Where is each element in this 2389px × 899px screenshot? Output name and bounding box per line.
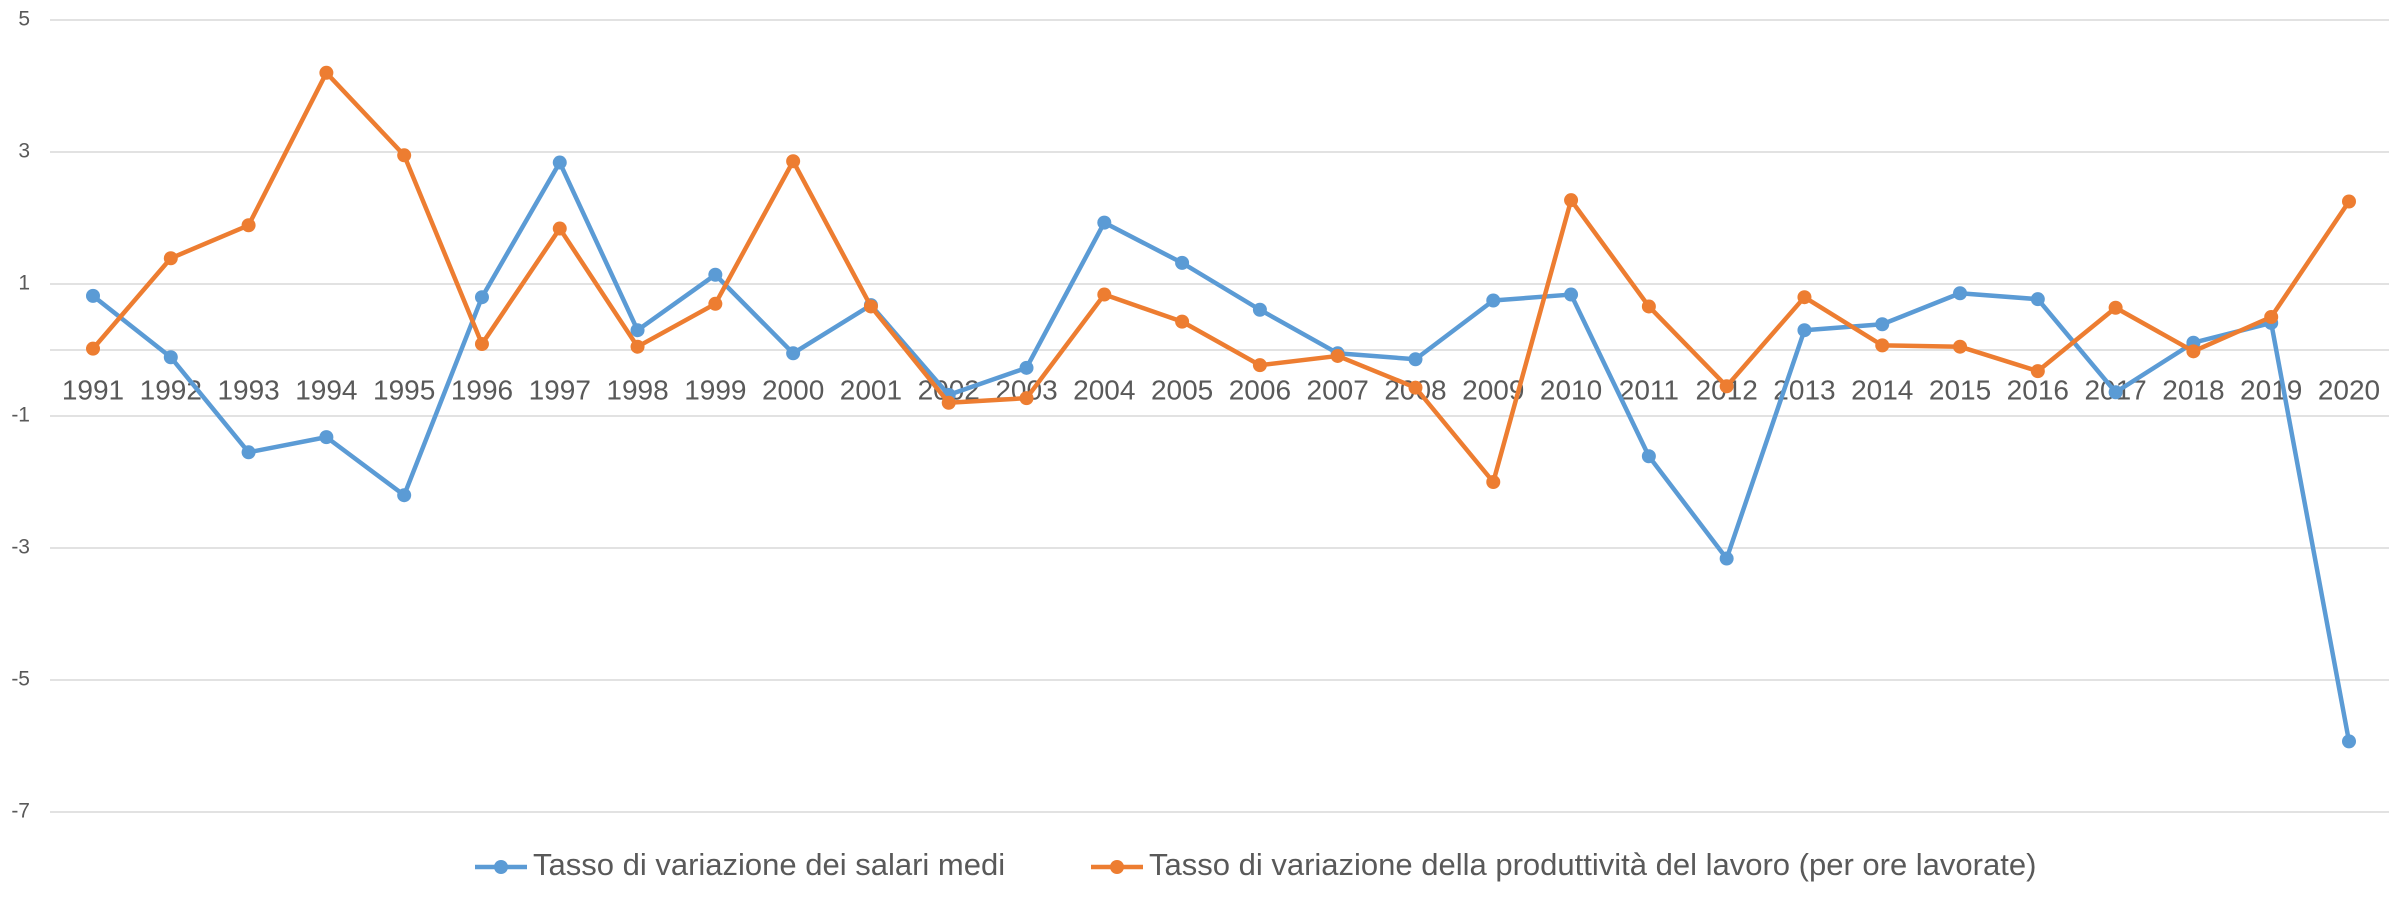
point xyxy=(1875,317,1890,332)
x-tick-label: 2004 xyxy=(1073,374,1135,405)
point xyxy=(1252,302,1267,317)
x-tick-label: 2014 xyxy=(1851,374,1913,405)
point xyxy=(2108,300,2123,315)
y-tick-label: 5 xyxy=(18,8,30,31)
point xyxy=(786,346,801,361)
point xyxy=(241,445,256,460)
point xyxy=(1641,449,1656,464)
point xyxy=(630,323,645,338)
point xyxy=(163,251,178,266)
point xyxy=(1330,348,1345,363)
x-tick-label: 1991 xyxy=(62,374,124,405)
point xyxy=(1564,287,1579,302)
x-tick-label: 1997 xyxy=(529,374,591,405)
legend-label: Tasso di variazione dei salari medi xyxy=(533,847,1005,882)
point xyxy=(1175,314,1190,329)
y-tick-label: -7 xyxy=(11,800,30,823)
x-tick-label: 1998 xyxy=(606,374,668,405)
point xyxy=(2030,364,2045,379)
point xyxy=(708,267,723,282)
x-tick-label: 2018 xyxy=(2162,374,2224,405)
point xyxy=(163,350,178,365)
point xyxy=(1486,475,1501,489)
point xyxy=(708,296,723,311)
point xyxy=(319,65,334,80)
point xyxy=(2030,292,2045,307)
point xyxy=(1875,338,1890,353)
point xyxy=(1953,286,1968,301)
x-tick-label: 2020 xyxy=(2318,374,2380,405)
point xyxy=(1408,352,1423,367)
series-line xyxy=(91,160,2352,742)
point xyxy=(1564,193,1579,208)
point xyxy=(2108,385,2123,400)
x-tick-label: 2011 xyxy=(1619,374,1679,405)
point xyxy=(1252,358,1267,373)
series-line xyxy=(91,70,2351,485)
x-tick-label: 1992 xyxy=(140,374,202,405)
legend-marker xyxy=(1110,860,1124,874)
point xyxy=(86,341,100,356)
point xyxy=(1719,379,1734,394)
point xyxy=(552,155,567,170)
point xyxy=(474,337,489,352)
x-tick-label: 1999 xyxy=(684,374,746,405)
point xyxy=(863,299,878,314)
point xyxy=(2264,310,2279,324)
point xyxy=(1019,360,1034,375)
point xyxy=(786,154,801,169)
point xyxy=(397,148,412,163)
point xyxy=(474,290,489,305)
point xyxy=(1019,391,1034,406)
legend-marker xyxy=(494,860,508,874)
point xyxy=(2342,734,2356,749)
point xyxy=(2186,344,2201,359)
x-tick-label: 1995 xyxy=(373,374,435,405)
x-tick-label: 2001 xyxy=(840,374,902,405)
point xyxy=(630,339,645,354)
x-tick-label: 1993 xyxy=(217,374,279,405)
point xyxy=(1797,323,1812,338)
point xyxy=(1408,380,1423,395)
point xyxy=(1719,551,1734,566)
point xyxy=(86,288,100,303)
y-tick-label: -5 xyxy=(11,668,30,691)
y-tick-label: -1 xyxy=(11,404,30,427)
legend-label: Tasso di variazione della produttività d… xyxy=(1149,847,2036,882)
point xyxy=(552,221,567,236)
point xyxy=(1097,215,1112,230)
point xyxy=(2342,194,2356,209)
x-tick-label: 2000 xyxy=(762,374,824,405)
x-tick-label: 2019 xyxy=(2240,374,2302,405)
point xyxy=(241,218,256,233)
y-tick-label: 3 xyxy=(18,140,30,163)
x-tick-label: 1994 xyxy=(295,374,357,405)
x-tick-label: 1996 xyxy=(451,374,513,405)
point xyxy=(941,395,956,410)
x-tick-label: 2015 xyxy=(1929,374,1991,405)
point xyxy=(397,488,412,503)
point xyxy=(1641,299,1656,314)
x-tick-label: 2010 xyxy=(1540,374,1602,405)
point xyxy=(1175,255,1190,270)
point xyxy=(1097,287,1112,302)
point xyxy=(1953,339,1968,354)
x-tick-label: 2005 xyxy=(1151,374,1213,405)
y-tick-label: 1 xyxy=(18,272,30,295)
x-tick-label: 2016 xyxy=(2007,374,2069,405)
x-tick-label: 2006 xyxy=(1229,374,1291,405)
point xyxy=(319,430,334,445)
point xyxy=(1797,290,1812,305)
point xyxy=(1486,293,1501,308)
y-tick-label: -3 xyxy=(11,536,30,559)
x-tick-label: 2007 xyxy=(1307,374,1369,405)
